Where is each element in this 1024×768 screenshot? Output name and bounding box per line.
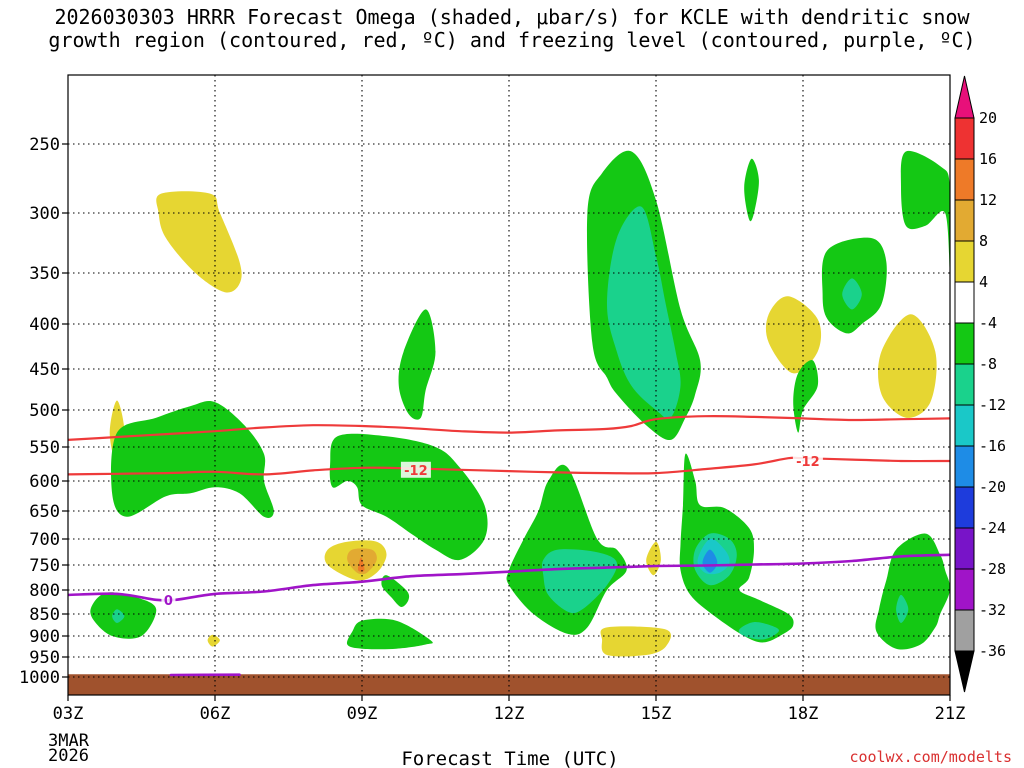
x-tick-label-09Z: 09Z (347, 704, 378, 724)
colorbar-label-8: -16 (979, 437, 1006, 455)
y-tick-label-600: 600 (29, 472, 60, 492)
colorbar-bin-bottom (954, 650, 975, 693)
colorbar-label-13: -36 (979, 642, 1006, 660)
colorbar-label-0: 20 (979, 109, 997, 127)
y-tick-label-400: 400 (29, 315, 60, 335)
colorbar-bin-4 (954, 281, 975, 324)
credit-text: coolwx.com/modelts (849, 748, 1012, 766)
colorbar-bin-5 (954, 322, 975, 365)
omega-region-teal-31 (112, 609, 125, 623)
colorbar-bin-12 (954, 609, 975, 652)
colorbar-bin-3 (954, 240, 975, 283)
x-axis: 3MAR 2026 03Z 06Z 09Z 12Z 15Z 18Z 21Z (48, 695, 965, 766)
colorbar-label-10: -24 (979, 519, 1006, 537)
ground-surface (68, 674, 950, 695)
y-tick-label-850: 850 (29, 605, 60, 625)
contour-label-1: -12 (796, 455, 820, 470)
x-start-date-year: 2026 (48, 746, 89, 766)
x-axis-title: Forecast Time (UTC) (401, 748, 618, 768)
contour-label-bg-1 (792, 452, 823, 469)
contour-label-bg-0 (400, 461, 431, 478)
y-tick-label-900: 900 (29, 627, 60, 647)
title-line-1: 2026030303 HRRR Forecast Omega (shaded, … (54, 5, 970, 29)
omega-region-teal-17 (607, 206, 681, 419)
omega-region-green-12 (381, 575, 410, 608)
omega-region-green-13 (398, 309, 436, 420)
omega-region-teal-26 (842, 278, 862, 310)
y-tick-label-300: 300 (29, 204, 60, 224)
y-tick-label-550: 550 (29, 438, 60, 458)
x-tick-label-18Z: 18Z (788, 704, 819, 724)
omega-region-green-27 (900, 150, 950, 274)
y-tick-label-450: 450 (29, 360, 60, 380)
y-tick-label-700: 700 (29, 530, 60, 550)
omega-region-teal-22 (738, 622, 780, 640)
omega-region-green-11 (329, 433, 488, 561)
chart-title: 2026030303 HRRR Forecast Omega (shaded, … (0, 6, 1024, 52)
omega-region-yellow-3 (765, 296, 822, 374)
x-tick-label-12Z: 12Z (494, 704, 525, 724)
colorbar-bin-8 (954, 445, 975, 488)
contour-label-0: -12 (404, 464, 428, 479)
omega-region-green-24 (793, 360, 819, 433)
colorbar-label-3: 8 (979, 232, 988, 250)
title-line-2: growth region (contoured, red, ºC) and f… (48, 28, 976, 52)
contour-label-2: 0 (164, 594, 173, 609)
y-tick-label-500: 500 (29, 401, 60, 421)
y-tick-label-750: 750 (29, 556, 60, 576)
colorbar-bin-2 (954, 199, 975, 242)
colorbar-bin-11 (954, 568, 975, 611)
x-start-date-month: 3MAR (48, 731, 90, 751)
omega-region-yellow-2 (207, 634, 220, 647)
colorbar: 20 16 12 8 4 -4 -8 -12 -16 -20 -24 -28 -32 -36 (954, 75, 1006, 693)
x-tick-label-03Z: 03Z (53, 704, 84, 724)
x-tick-label-06Z: 06Z (200, 704, 231, 724)
omega-region-yellow-0 (156, 191, 242, 293)
y-axis: 2503003504004505005506006507007508008509… (19, 135, 68, 688)
omega-region-blue-21 (702, 549, 718, 573)
x-tick-label-21Z: 21Z (935, 704, 966, 724)
y-tick-label-350: 350 (29, 264, 60, 284)
y-tick-label-250: 250 (29, 135, 60, 155)
omega-region-green-32 (346, 618, 433, 650)
colorbar-label-11: -28 (979, 560, 1006, 578)
omega-shading-layer (90, 150, 950, 657)
omega-region-yellow-4 (878, 314, 937, 418)
colorbar-bin-10 (954, 527, 975, 570)
colorbar-bin-1 (954, 158, 975, 201)
grid-lines (68, 75, 950, 695)
y-tick-label-1000: 1000 (19, 668, 60, 688)
x-tick-label-15Z: 15Z (641, 704, 672, 724)
ground-layer (68, 674, 950, 695)
colorbar-bin-7 (954, 404, 975, 447)
omega-region-green-28 (875, 533, 950, 650)
colorbar-label-9: -20 (979, 478, 1006, 496)
omega-region-darkorange-9 (358, 557, 365, 572)
dgz-top-contour (68, 414, 950, 441)
colorbar-label-12: -32 (979, 601, 1006, 619)
colorbar-bin-top (954, 75, 975, 119)
contour-label-bg-2 (161, 591, 176, 608)
y-tick-label-800: 800 (29, 581, 60, 601)
colorbar-bin-0 (954, 117, 975, 160)
colorbar-bin-9 (954, 486, 975, 529)
colorbar-label-2: 12 (979, 191, 997, 209)
freezing-level-contour (68, 553, 950, 602)
omega-region-green-23 (744, 158, 759, 222)
colorbar-label-1: 16 (979, 150, 997, 168)
y-tick-label-950: 950 (29, 648, 60, 668)
y-tick-label-650: 650 (29, 502, 60, 522)
omega-region-teal-29 (896, 594, 909, 623)
colorbar-label-5: -4 (979, 314, 997, 332)
colorbar-label-6: -8 (979, 355, 997, 373)
omega-region-yellow-6 (600, 626, 671, 657)
colorbar-label-7: -12 (979, 396, 1006, 414)
omega-region-green-18 (679, 453, 794, 643)
contour-layer: -12 -12 0 (68, 414, 950, 677)
colorbar-bin-6 (954, 363, 975, 406)
colorbar-label-4: 4 (979, 273, 988, 291)
